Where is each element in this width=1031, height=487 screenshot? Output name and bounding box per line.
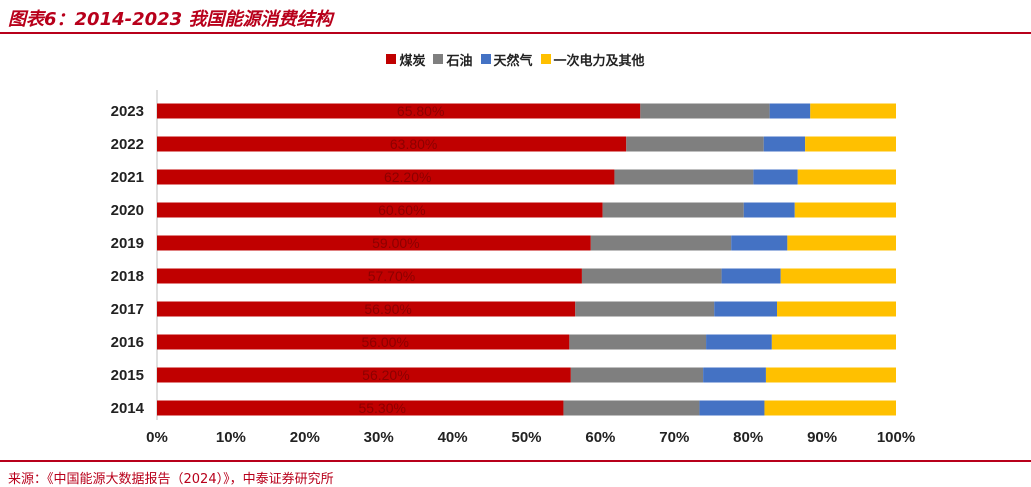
bar-segment	[765, 367, 896, 383]
bar-segment	[157, 136, 627, 152]
data-label: 59.00%	[372, 235, 419, 251]
data-label: 56.90%	[364, 301, 411, 317]
data-label: 65.80%	[397, 103, 444, 119]
bar-segment	[569, 334, 707, 350]
bar-segment	[731, 235, 788, 251]
bar-segment	[771, 334, 896, 350]
data-label: 63.80%	[390, 136, 437, 152]
bar-segment	[753, 169, 798, 185]
data-label: 60.60%	[378, 202, 425, 218]
chart-plot: 2023 65.80% 2022 63.80% 2021 62.20% 2020 60.60%…	[111, 90, 915, 446]
bar-segment	[797, 169, 896, 185]
legend-swatch	[386, 54, 397, 64]
category-tick-label: 2017	[111, 301, 144, 318]
legend-label: 石油	[446, 53, 473, 69]
bar-segment	[157, 103, 641, 119]
bar-segment	[157, 268, 582, 284]
bar-segment	[699, 400, 765, 416]
bar-segment	[805, 136, 896, 152]
x-tick-label: 20%	[290, 429, 320, 446]
bar-segment	[706, 334, 772, 350]
x-tick-label: 50%	[511, 429, 541, 446]
chart-title: 图表6：2014-2023 我国能源消费结构	[8, 9, 333, 30]
bar-segment	[157, 400, 564, 416]
legend-item: 煤炭	[386, 50, 425, 69]
data-label: 56.00%	[361, 334, 408, 350]
source-note: 来源：《中国能源大数据报告（2024）》，中泰证券研究所	[8, 472, 334, 487]
bar-segment	[157, 334, 570, 350]
bar-segment	[157, 169, 615, 185]
data-label: 62.20%	[384, 169, 431, 185]
x-tick-label: 70%	[659, 429, 689, 446]
x-tick-label: 80%	[733, 429, 763, 446]
x-tick-label: 0%	[146, 429, 168, 446]
category-tick-label: 2014	[111, 400, 145, 417]
bar-segment	[602, 202, 744, 218]
category-tick-label: 2021	[111, 169, 144, 186]
data-label: 56.20%	[362, 367, 409, 383]
legend-label: 天然气	[493, 53, 533, 69]
bar-segment	[764, 400, 896, 416]
legend-label: 一次电力及其他	[553, 53, 645, 69]
category-tick-label: 2020	[111, 202, 144, 219]
bar-segment	[640, 103, 770, 119]
legend-item: 石油	[433, 50, 473, 69]
legend: 煤炭 石油 天然气 一次电力及其他	[0, 48, 1031, 70]
legend-label: 煤炭	[399, 53, 426, 69]
bar-segment	[575, 301, 715, 317]
bar-segment	[777, 301, 896, 317]
bar-segment	[763, 136, 806, 152]
bar-segment	[787, 235, 896, 251]
category-tick-label: 2019	[111, 235, 144, 252]
bar-segment	[570, 367, 704, 383]
bar-segment	[563, 400, 700, 416]
legend-item: 一次电力及其他	[540, 50, 645, 69]
bar-segment	[157, 301, 576, 317]
category-tick-label: 2018	[111, 268, 144, 285]
bar-segment	[614, 169, 754, 185]
bar-segment	[157, 202, 603, 218]
bar-segment	[743, 202, 795, 218]
x-tick-label: 30%	[364, 429, 394, 446]
bar-segment	[590, 235, 732, 251]
source-bar: 来源：《中国能源大数据报告（2024）》，中泰证券研究所	[0, 460, 1031, 487]
category-tick-label: 2023	[111, 103, 144, 120]
legend-swatch	[433, 54, 444, 64]
bar-segment	[769, 103, 811, 119]
bar-segment	[157, 367, 571, 383]
bar-segment	[714, 301, 778, 317]
x-tick-label: 60%	[585, 429, 615, 446]
category-tick-label: 2015	[111, 367, 144, 384]
legend-item: 天然气	[480, 50, 533, 69]
x-tick-label: 100%	[877, 429, 915, 446]
bar-segment	[157, 235, 591, 251]
category-tick-label: 2016	[111, 334, 144, 351]
data-label: 55.30%	[358, 400, 405, 416]
bar-segment	[626, 136, 764, 152]
data-label: 57.70%	[368, 268, 415, 284]
bar-segment	[780, 268, 896, 284]
bar-segment	[703, 367, 766, 383]
bar-segment	[721, 268, 781, 284]
title-bar: 图表6：2014-2023 我国能源消费结构	[0, 0, 1031, 34]
bar-segment	[581, 268, 722, 284]
legend-swatch	[480, 54, 491, 64]
bar-segment	[794, 202, 896, 218]
bar-segment	[810, 103, 896, 119]
x-tick-label: 90%	[807, 429, 837, 446]
category-tick-label: 2022	[111, 136, 144, 153]
x-tick-label: 10%	[216, 429, 246, 446]
x-tick-label: 40%	[438, 429, 468, 446]
legend-swatch	[540, 54, 551, 64]
